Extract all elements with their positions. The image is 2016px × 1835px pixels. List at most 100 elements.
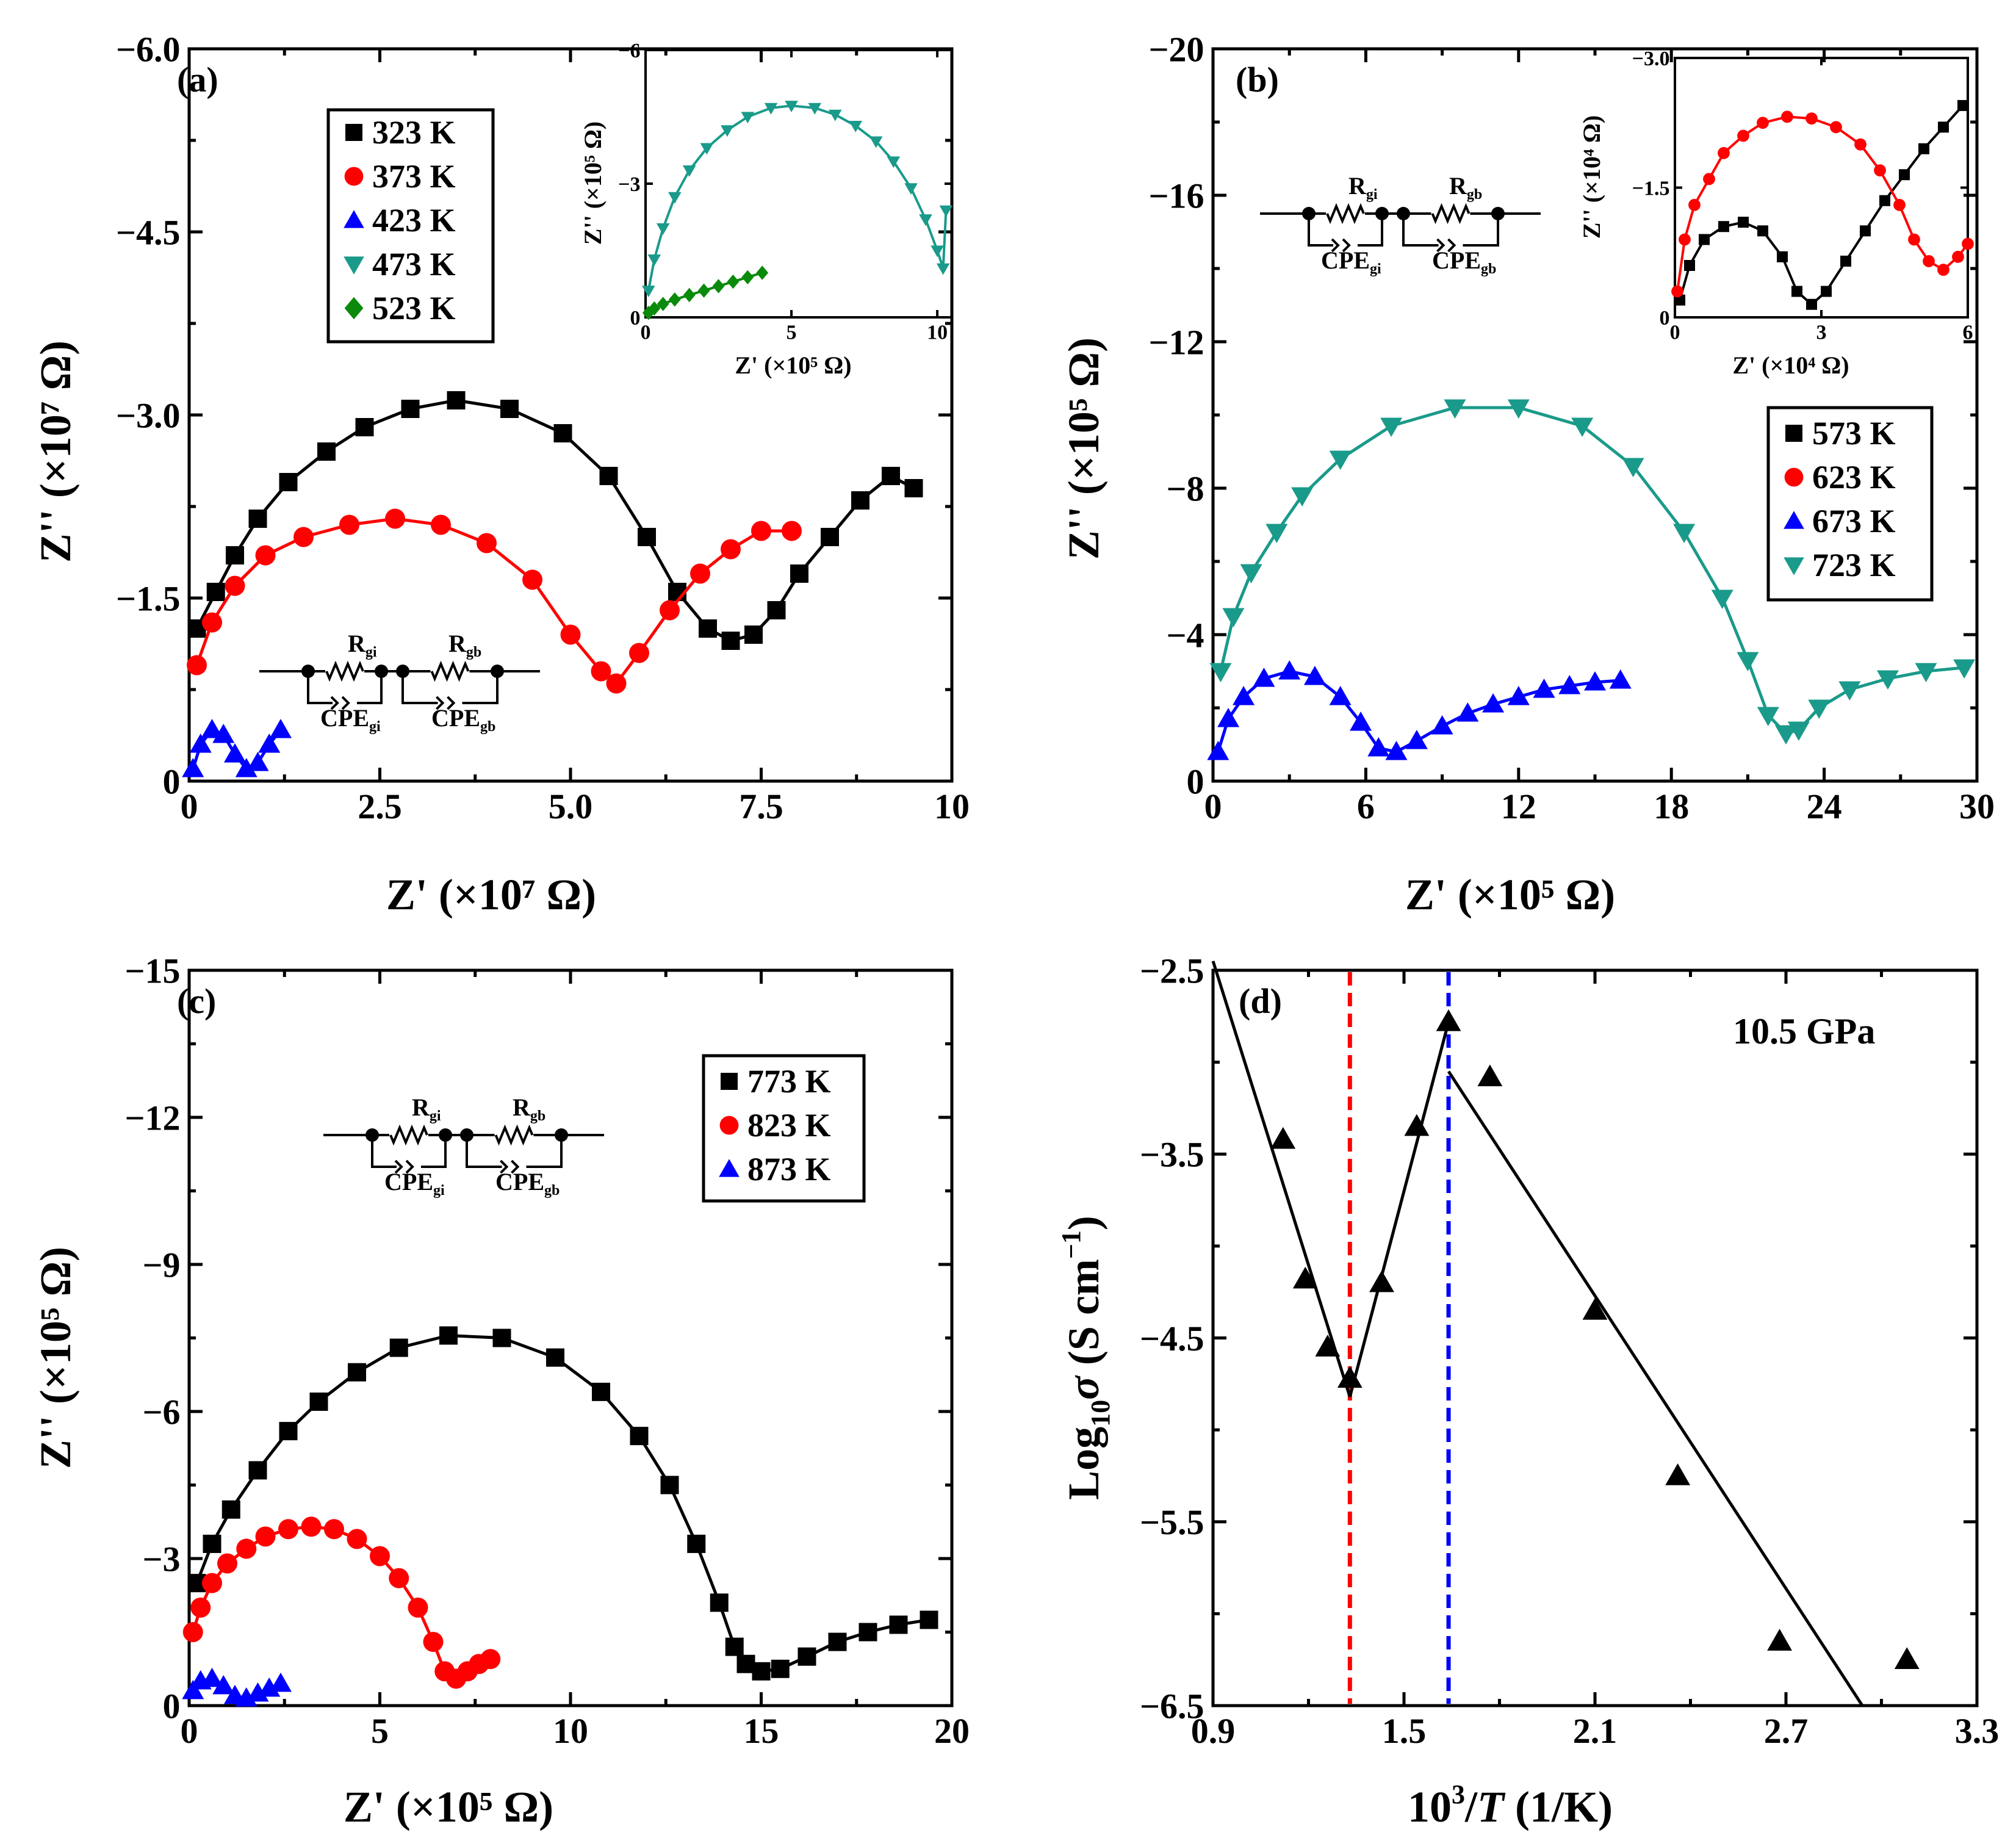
data-point xyxy=(258,1677,281,1697)
panel-a-inset-xlabel: Z' (×10⁵ Ω) xyxy=(735,351,851,379)
data-point xyxy=(1777,251,1788,262)
legend-marker xyxy=(1784,557,1804,575)
data-point xyxy=(660,1476,679,1494)
legend-marker xyxy=(344,297,364,320)
cpe-symbol xyxy=(1342,238,1351,253)
fit-curve xyxy=(1219,406,1965,735)
data-point xyxy=(721,632,740,650)
data-point xyxy=(1688,198,1701,211)
data-point xyxy=(225,575,245,596)
data-point xyxy=(492,1328,511,1347)
panel-b-inset-xlabel: Z' (×10⁴ Ω) xyxy=(1732,351,1849,379)
data-point xyxy=(668,192,682,204)
data-point xyxy=(641,286,655,297)
data-point xyxy=(1860,225,1871,237)
data-point xyxy=(202,1573,222,1593)
data-point xyxy=(247,752,269,771)
y-tick-label: −15 xyxy=(124,951,180,990)
data-point xyxy=(849,121,863,132)
y-tick-label: −1.5 xyxy=(1632,177,1670,200)
data-point xyxy=(790,564,808,583)
x-tick-label: 10 xyxy=(927,322,948,344)
data-point xyxy=(347,1529,367,1549)
data-point xyxy=(560,624,581,645)
resistor-zigzag xyxy=(430,660,470,682)
data-point xyxy=(648,301,661,316)
legend-item: 623 K xyxy=(1784,459,1896,496)
circuit-node xyxy=(1397,207,1410,220)
data-point xyxy=(1840,255,1851,267)
data-point xyxy=(1207,741,1229,760)
panel-b-plot-area: 0 6 12 18 24 300−4−8−12−16−20 xyxy=(1148,29,1995,826)
cpe-symbol xyxy=(330,696,339,710)
data-point xyxy=(235,1687,257,1707)
data-point xyxy=(939,205,953,217)
data-point xyxy=(931,245,944,258)
data-point xyxy=(480,1649,501,1670)
x-tick-label: 15 xyxy=(744,1711,779,1751)
y-tick-label: −3.0 xyxy=(116,395,181,435)
resistor-zigzag xyxy=(1326,203,1365,225)
data-point xyxy=(1791,286,1802,297)
panel-a-legend: 323 K 373 K 423 K 473 K 523 K xyxy=(326,108,495,344)
data-point xyxy=(1404,1114,1430,1136)
x-tick-label: 24 xyxy=(1807,787,1842,826)
x-tick-label: 6 xyxy=(1963,322,1973,344)
data-point xyxy=(389,1338,408,1357)
data-point xyxy=(1482,693,1505,713)
data-point xyxy=(1329,450,1352,470)
legend-label: 573 K xyxy=(1812,415,1896,452)
data-point xyxy=(522,569,542,590)
data-point xyxy=(324,1519,344,1540)
data-point xyxy=(764,103,778,115)
y-tick-label: −4.5 xyxy=(1140,1319,1204,1358)
legend-item: 873 K xyxy=(719,1151,831,1188)
data-point xyxy=(1915,663,1937,682)
panel-a-circuit: Rgi Rgb CPEgi CPEgb xyxy=(259,630,540,735)
data-point xyxy=(255,1526,276,1547)
data-point xyxy=(1718,221,1729,233)
data-point xyxy=(1894,1647,1920,1669)
data-point xyxy=(1684,260,1695,271)
panel-a: 0 2.5 5.0 7.5 10 0 −1.5 −3.0 −4.5 −6.0 (a) Z' (×1… xyxy=(31,29,970,919)
data-point xyxy=(182,1622,203,1642)
legend-marker xyxy=(719,1159,740,1177)
data-point xyxy=(629,643,649,663)
data-point xyxy=(212,724,235,743)
y-tick-label: −16 xyxy=(1148,176,1204,215)
data-point xyxy=(248,1461,267,1480)
cpe-symbol xyxy=(1331,238,1340,253)
y-tick-label: −6.0 xyxy=(116,29,181,69)
circuit-r1: Rgi xyxy=(412,1094,441,1124)
data-point xyxy=(904,479,923,497)
data-point xyxy=(206,583,225,601)
data-point xyxy=(1270,1127,1296,1149)
data-point xyxy=(700,143,714,155)
data-point xyxy=(1962,237,1974,250)
panel-a-inset-plot: 0 5 10 0 −3 −6 xyxy=(618,40,953,344)
y-tick-label: −4.5 xyxy=(116,212,181,252)
data-point xyxy=(592,1382,610,1401)
circuit-c2: CPEgb xyxy=(431,704,495,735)
data-point xyxy=(1367,737,1390,757)
data-point xyxy=(1558,675,1581,694)
legend-marker xyxy=(345,124,362,141)
circuit-node xyxy=(439,1128,452,1142)
data-point xyxy=(221,1500,240,1519)
fit-curve xyxy=(647,272,763,314)
panel-d: 0.9 1.5 2.1 2.7 3.3−6.5−5.5−4.5−3.5−2.5 (d) … xyxy=(1056,951,1999,1831)
data-point xyxy=(370,1546,390,1566)
data-point xyxy=(1703,173,1715,186)
panel-a-inset: 0 5 10 0 −3 −6 Z' (×10⁵ Ω) Z'' (×10⁵ Ω) xyxy=(579,40,953,379)
legend-item: 473 K xyxy=(344,246,456,283)
data-point xyxy=(1738,217,1749,228)
panel-d-xlabel: 103/T (1/K) xyxy=(1408,1779,1613,1831)
data-point xyxy=(1737,652,1759,671)
y-tick-label: −12 xyxy=(1148,322,1204,362)
data-point xyxy=(1957,99,1968,111)
cpe-symbol xyxy=(447,696,456,710)
data-point xyxy=(920,1610,938,1629)
data-point xyxy=(1622,458,1644,477)
data-point xyxy=(553,424,572,442)
axes-frame xyxy=(1674,57,1969,319)
